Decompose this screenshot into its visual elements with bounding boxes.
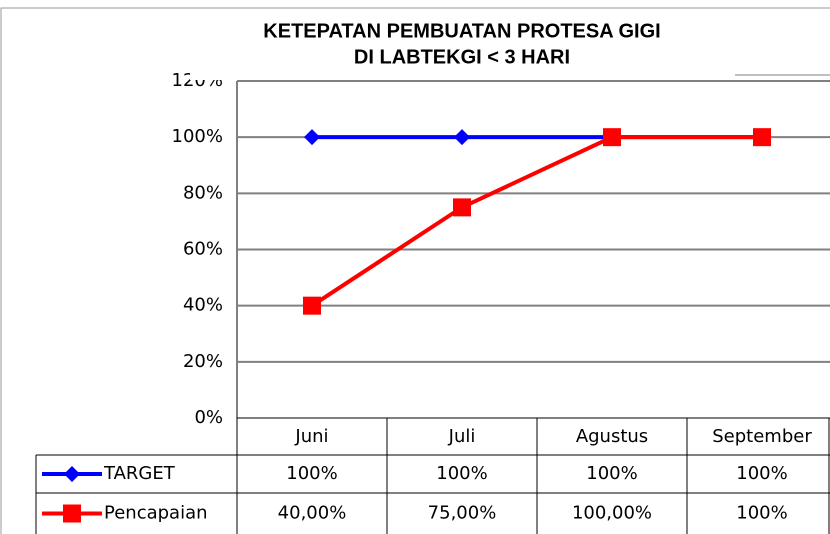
series-marker — [454, 129, 470, 146]
table-value: 100,00% — [572, 503, 652, 524]
series-marker — [603, 128, 621, 147]
table-value: 100% — [586, 463, 637, 484]
chart-title: DI LABTEKGI < 3 HARI — [354, 46, 570, 68]
x-tick-label: Juni — [294, 426, 328, 447]
x-tick-label: September — [712, 426, 812, 447]
x-tick-label: Juli — [448, 426, 476, 447]
chart-frame — [0, 7, 830, 534]
y-tick-label: 0% — [194, 407, 223, 428]
y-tick-label: 40% — [183, 295, 223, 316]
y-tick-label: 60% — [183, 239, 223, 260]
legend-key-marker — [63, 504, 81, 523]
series-marker — [304, 129, 320, 146]
series-marker — [753, 128, 771, 147]
legend-label: Pencapaian — [104, 503, 208, 524]
table-value: 75,00% — [428, 503, 497, 524]
x-tick-label: Agustus — [576, 426, 648, 447]
table-value: 40,00% — [278, 503, 347, 524]
y-tick-label: 20% — [183, 351, 223, 372]
series-marker — [453, 198, 471, 217]
y-tick-label: 100% — [172, 126, 223, 147]
legend-label: TARGET — [103, 463, 176, 484]
y-tick-label: 80% — [183, 182, 223, 203]
table-value: 100% — [736, 463, 787, 484]
series-marker — [303, 296, 321, 315]
title-background — [190, 12, 735, 80]
table-value: 100% — [436, 463, 487, 484]
table-value: 100% — [736, 503, 787, 524]
table-value: 100% — [286, 463, 337, 484]
legend-key-marker — [64, 466, 80, 482]
chart-title: KETEPATAN PEMBUATAN PROTESA GIGI — [263, 20, 660, 42]
series-line — [310, 135, 762, 308]
